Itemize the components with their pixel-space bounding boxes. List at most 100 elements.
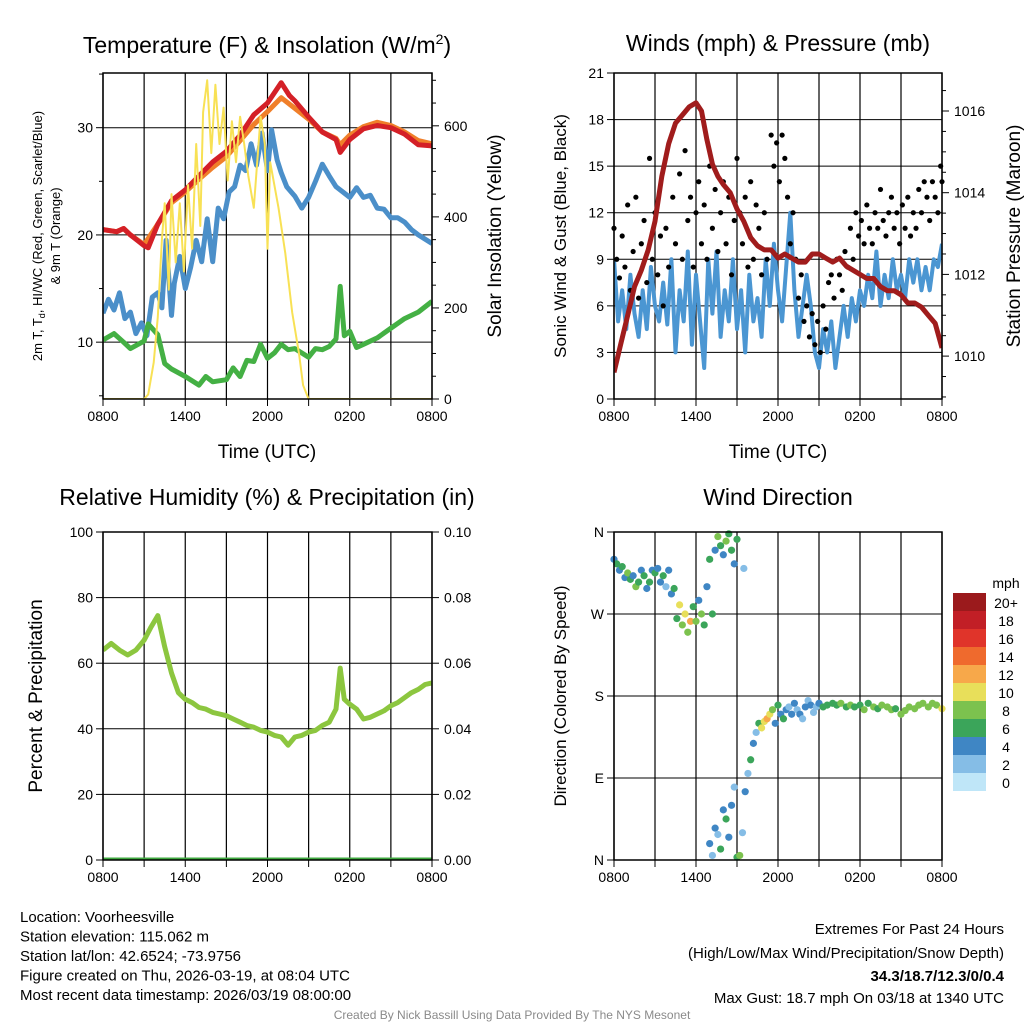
station-info-line: Station lat/lon: 42.6524; -73.9756	[20, 948, 241, 965]
wind-direction-point	[807, 701, 815, 709]
gust-point	[764, 256, 770, 262]
wind-direction-point	[684, 628, 692, 636]
wind-direction-point	[747, 756, 755, 764]
gust-point	[728, 272, 735, 278]
gust-point	[872, 210, 878, 216]
colorbar-swatch	[953, 719, 986, 737]
gust-point	[622, 264, 628, 270]
humidity-y-tick-label: 0	[85, 852, 93, 868]
humidity-x-tick-label: 1400	[170, 869, 201, 885]
direction-y-label: Direction (Colored By Speed)	[551, 585, 570, 806]
gust-point	[894, 210, 900, 216]
winds-y-tick-label: 6	[596, 298, 604, 314]
gust-point	[685, 217, 691, 224]
winds-y-tick-label: 9	[596, 251, 604, 267]
gust-point	[804, 303, 810, 309]
colorbar-label: 8	[1002, 703, 1010, 719]
colorbar-swatch	[953, 665, 986, 683]
gust-point	[924, 194, 930, 200]
winds-y-tick-label: 21	[588, 65, 604, 81]
winds-y-tick-label: 15	[588, 158, 604, 174]
humidity-y2-tick-label: 0.04	[444, 721, 471, 737]
gust-point	[739, 241, 746, 247]
gust-point	[712, 186, 718, 193]
gust-point	[897, 241, 903, 247]
wind-direction-point	[736, 851, 744, 860]
wind-direction-point	[774, 701, 782, 709]
gust-point	[798, 272, 804, 278]
wind-direction-point	[613, 560, 621, 568]
colorbar-swatch	[953, 611, 986, 629]
gust-point	[672, 241, 679, 247]
gust-point	[817, 349, 823, 356]
colorbar-label: 12	[998, 667, 1014, 683]
temperature-panel-title: Temperature (F) & Insolation (W/m2)	[83, 31, 451, 58]
gust-point	[759, 272, 765, 278]
winds-y2-tick-label: 1010	[954, 348, 985, 364]
2m-t-line	[103, 80, 432, 251]
colorbar-label: 6	[1002, 721, 1010, 737]
gust-point	[927, 217, 933, 224]
gust-point	[660, 303, 666, 309]
winds-x-tick-label: 0800	[598, 408, 629, 424]
winds-x-label: Time (UTC)	[729, 442, 828, 463]
gust-point	[864, 202, 870, 208]
wind-direction-point	[722, 815, 730, 823]
colorbar-label: 16	[998, 631, 1014, 647]
wind-direction-point	[919, 699, 927, 707]
extremes-title: Extremes For Past 24 Hours	[815, 921, 1004, 938]
wind-direction-point	[809, 708, 818, 717]
humidity-y-tick-label: 40	[77, 721, 93, 737]
gust-point	[880, 217, 886, 224]
gust-point	[679, 256, 685, 262]
gust-point	[630, 248, 636, 255]
wind-direction-point	[708, 851, 717, 860]
winds-y2-tick-label: 1014	[954, 185, 985, 201]
wind-direction-y-tick-label: S	[595, 688, 604, 704]
temperature-y-label-line1: 2m T, Td, HI/WC (Red, Green, Scarlet/Blu…	[30, 111, 47, 361]
humidity-x-tick-label: 2000	[252, 869, 283, 885]
gust-point	[715, 248, 721, 255]
winds-x-tick-label: 2000	[762, 408, 793, 424]
gust-point	[782, 155, 788, 161]
gust-point	[677, 171, 683, 177]
extremes-values: 34.3/18.7/12.3/0/0.4	[871, 968, 1005, 985]
gust-point	[771, 163, 777, 169]
colorbar-label: 20+	[994, 595, 1018, 611]
gust-point	[742, 194, 748, 200]
gust-point	[916, 186, 922, 193]
wind-direction-point	[744, 769, 752, 778]
wind-direction-point	[656, 578, 665, 586]
wind-direction-x-tick-label: 0800	[598, 869, 629, 885]
wind-direction-point	[618, 563, 626, 571]
gust-point	[704, 256, 710, 262]
temperature-x-tick-label: 0800	[416, 408, 447, 424]
wind-direction-point	[733, 535, 741, 543]
gust-point	[801, 318, 807, 324]
humidity-y2-tick-label: 0.00	[444, 852, 471, 868]
gust-point	[693, 210, 699, 216]
gust-point	[636, 295, 642, 301]
winds-panel-title: Winds (mph) & Pressure (mb)	[626, 30, 930, 56]
gust-point	[731, 217, 737, 224]
wind-direction-point	[708, 610, 717, 618]
gust-point	[649, 256, 655, 262]
gust-point	[866, 225, 873, 231]
wind-direction-plot-frame	[613, 531, 943, 861]
wind-direction-point	[717, 845, 725, 853]
credit-line: Created By Nick Bassill Using Data Provi…	[334, 1008, 691, 1022]
wind-direction-y-tick-label: N	[594, 852, 604, 868]
gust-point	[853, 210, 859, 216]
winds-y-tick-label: 0	[596, 391, 604, 407]
wind-direction-point	[678, 621, 686, 629]
gust-point	[709, 225, 716, 231]
insolation-y-label: Solar Insolation (Yellow)	[485, 134, 506, 337]
gust-point	[646, 155, 653, 161]
wind-direction-point	[635, 578, 643, 586]
wind-y-label: Sonic Wind & Gust (Blue, Black)	[551, 114, 570, 358]
gust-point	[875, 225, 881, 231]
wind-direction-point	[932, 701, 941, 709]
gust-point	[698, 241, 705, 247]
